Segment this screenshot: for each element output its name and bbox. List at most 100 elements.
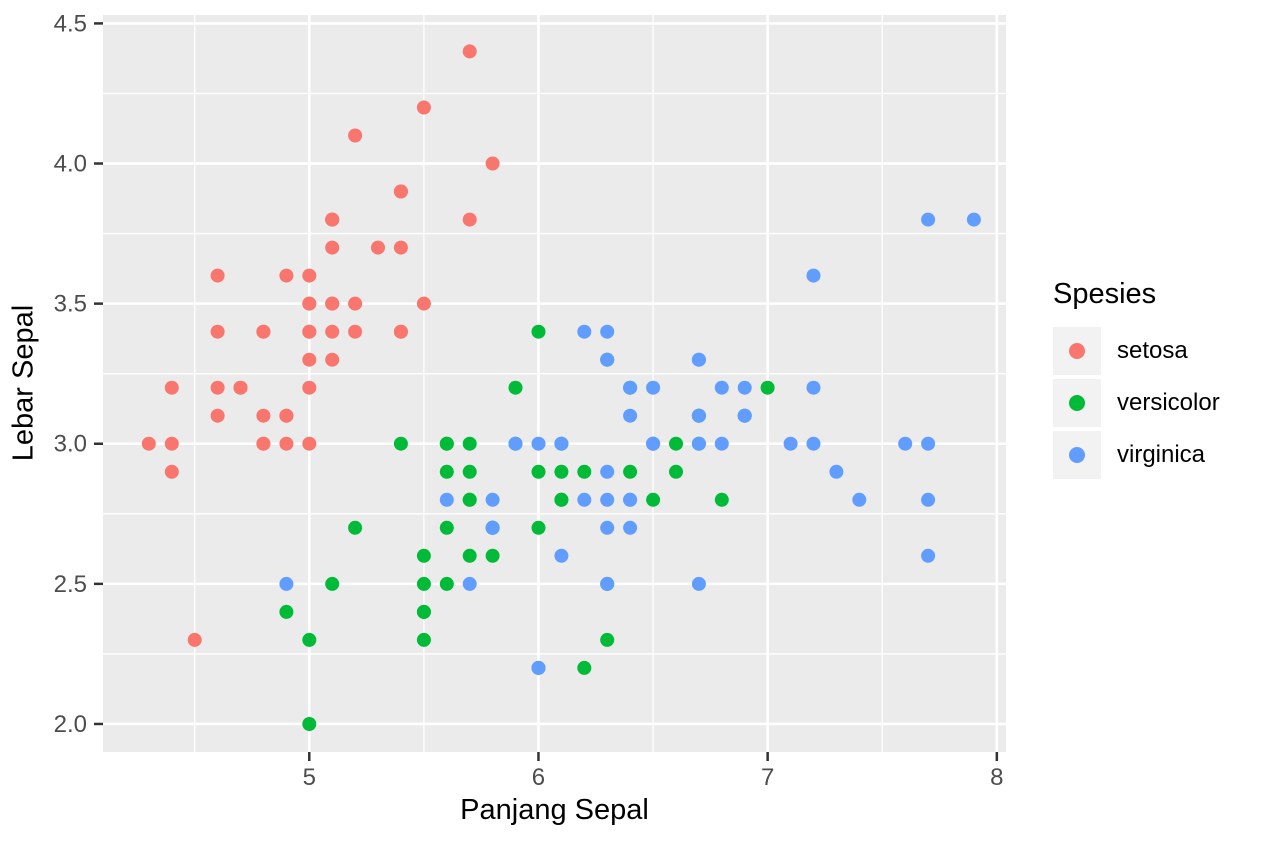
data-point-virginica bbox=[439, 492, 454, 507]
legend-key bbox=[1053, 379, 1101, 427]
data-point-setosa bbox=[302, 352, 317, 367]
data-point-versicolor bbox=[577, 660, 592, 675]
data-point-setosa bbox=[371, 240, 385, 255]
data-point-setosa bbox=[302, 268, 317, 283]
data-point-versicolor bbox=[462, 436, 477, 451]
data-point-versicolor bbox=[669, 436, 683, 451]
data-point-versicolor bbox=[279, 604, 294, 619]
data-point-versicolor bbox=[554, 464, 569, 479]
data-point-virginica bbox=[691, 352, 706, 367]
data-point-setosa bbox=[302, 436, 317, 451]
data-point-setosa bbox=[302, 324, 317, 339]
legend-label-setosa: setosa bbox=[1117, 337, 1188, 364]
data-point-virginica bbox=[852, 492, 867, 507]
data-point-virginica bbox=[485, 492, 500, 507]
data-point-virginica bbox=[531, 660, 546, 675]
data-point-virginica bbox=[806, 436, 821, 451]
data-point-versicolor bbox=[416, 576, 431, 591]
data-point-setosa bbox=[256, 408, 271, 423]
data-point-setosa bbox=[210, 324, 225, 339]
data-point-setosa bbox=[256, 324, 271, 339]
data-point-virginica bbox=[829, 464, 844, 479]
data-point-versicolor bbox=[439, 436, 454, 451]
x-tick-label: 5 bbox=[303, 764, 316, 791]
data-point-virginica bbox=[554, 436, 569, 451]
data-point-virginica bbox=[623, 408, 638, 423]
data-point-setosa bbox=[325, 352, 340, 367]
legend-item-setosa: setosa bbox=[1053, 327, 1220, 375]
data-point-virginica bbox=[600, 324, 615, 339]
data-point-virginica bbox=[737, 408, 752, 423]
data-point-versicolor bbox=[302, 632, 317, 647]
data-point-virginica bbox=[921, 436, 936, 451]
data-point-setosa bbox=[348, 128, 363, 143]
data-point-virginica bbox=[623, 492, 638, 507]
data-point-virginica bbox=[577, 324, 592, 339]
legend: Spesies setosa versicolor virginica bbox=[1053, 278, 1220, 483]
x-tick-label: 6 bbox=[532, 764, 545, 791]
legend-key bbox=[1053, 431, 1101, 479]
legend-label-versicolor: versicolor bbox=[1117, 389, 1220, 416]
data-point-versicolor bbox=[600, 632, 615, 647]
legend-title: Spesies bbox=[1053, 278, 1157, 310]
data-point-versicolor bbox=[393, 436, 408, 451]
data-point-virginica bbox=[531, 436, 546, 451]
data-point-virginica bbox=[806, 268, 821, 283]
data-point-virginica bbox=[691, 576, 706, 591]
data-point-setosa bbox=[393, 184, 408, 199]
data-point-virginica bbox=[279, 576, 294, 591]
data-point-setosa bbox=[325, 212, 340, 227]
data-point-versicolor bbox=[714, 492, 729, 507]
y-tick-label: 4.0 bbox=[54, 151, 87, 178]
data-point-virginica bbox=[691, 408, 706, 423]
data-point-setosa bbox=[393, 324, 408, 339]
data-point-versicolor bbox=[325, 576, 340, 591]
data-point-virginica bbox=[898, 436, 913, 451]
data-point-versicolor bbox=[302, 717, 317, 731]
data-point-virginica bbox=[600, 576, 615, 591]
data-point-setosa bbox=[164, 436, 179, 451]
data-point-virginica bbox=[554, 548, 569, 563]
data-point-versicolor bbox=[531, 520, 546, 535]
data-point-virginica bbox=[737, 380, 752, 395]
data-point-virginica bbox=[921, 548, 936, 563]
data-point-virginica bbox=[600, 464, 615, 479]
data-point-virginica bbox=[921, 212, 936, 227]
data-point-virginica bbox=[462, 576, 477, 591]
data-point-setosa bbox=[233, 380, 248, 395]
data-point-virginica bbox=[623, 520, 638, 535]
data-point-setosa bbox=[302, 380, 317, 395]
data-point-versicolor bbox=[577, 464, 592, 479]
plot-panel bbox=[103, 15, 1006, 752]
data-point-setosa bbox=[302, 296, 317, 311]
data-point-setosa bbox=[210, 268, 225, 283]
data-point-virginica bbox=[691, 436, 706, 451]
setosa-dot-icon bbox=[1069, 343, 1085, 359]
data-point-setosa bbox=[256, 436, 271, 451]
data-point-virginica bbox=[646, 380, 661, 395]
legend-key bbox=[1053, 327, 1101, 375]
y-tick-label: 4.5 bbox=[54, 10, 87, 37]
versicolor-dot-icon bbox=[1069, 395, 1085, 411]
data-point-virginica bbox=[600, 492, 615, 507]
data-point-versicolor bbox=[623, 464, 638, 479]
legend-label-virginica: virginica bbox=[1117, 441, 1206, 468]
data-point-virginica bbox=[485, 520, 500, 535]
data-point-setosa bbox=[462, 212, 477, 227]
data-point-virginica bbox=[783, 436, 798, 451]
data-point-virginica bbox=[966, 212, 981, 227]
data-point-versicolor bbox=[531, 324, 546, 339]
data-point-virginica bbox=[921, 492, 936, 507]
virginica-dot-icon bbox=[1069, 447, 1085, 463]
x-tick-label: 7 bbox=[761, 764, 774, 791]
data-point-setosa bbox=[348, 324, 363, 339]
data-point-setosa bbox=[416, 296, 431, 311]
y-tick-label: 2.5 bbox=[54, 571, 87, 598]
data-point-versicolor bbox=[531, 464, 546, 479]
data-point-versicolor bbox=[760, 380, 775, 395]
data-point-setosa bbox=[485, 156, 500, 171]
data-point-versicolor bbox=[462, 548, 477, 563]
data-point-setosa bbox=[210, 408, 225, 423]
data-point-versicolor bbox=[416, 632, 431, 647]
data-point-setosa bbox=[279, 268, 294, 283]
